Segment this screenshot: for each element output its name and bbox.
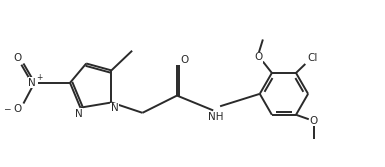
Text: +: + — [37, 73, 43, 82]
Text: N: N — [111, 103, 119, 113]
Text: O: O — [181, 55, 189, 65]
Text: O: O — [13, 53, 21, 63]
Text: NH: NH — [208, 112, 224, 122]
Text: N: N — [28, 78, 36, 88]
Text: O: O — [310, 116, 318, 126]
Text: N: N — [75, 109, 82, 119]
Text: Cl: Cl — [307, 53, 317, 63]
Text: O: O — [13, 104, 21, 114]
Text: −: − — [3, 104, 11, 113]
Text: O: O — [254, 52, 263, 62]
